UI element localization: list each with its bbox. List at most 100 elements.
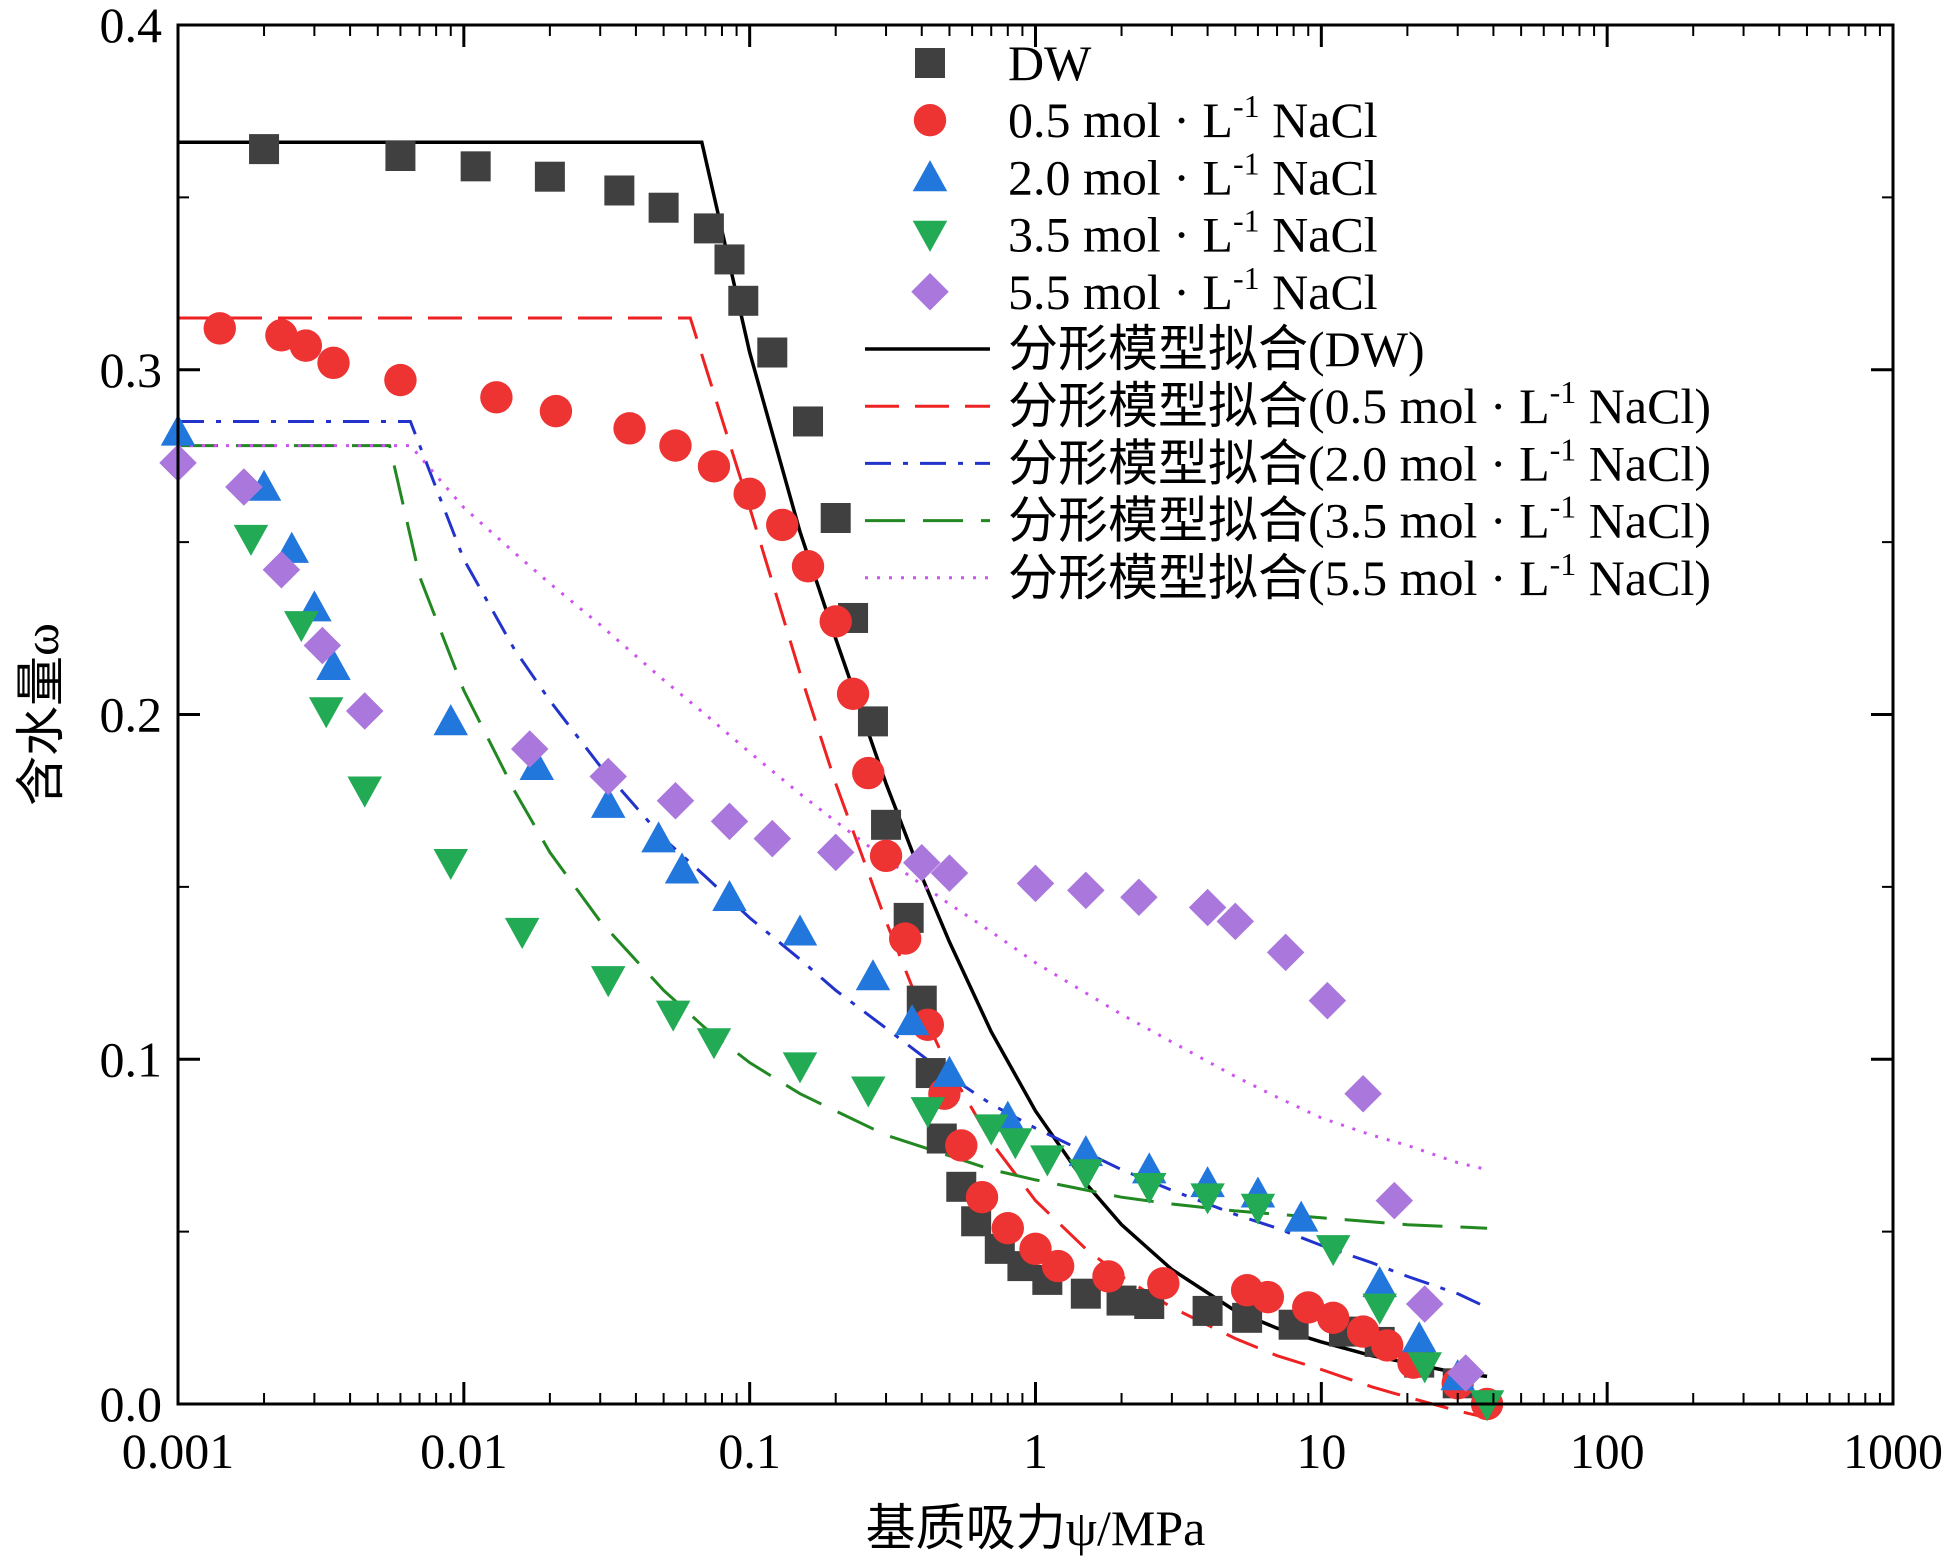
data-point [265, 319, 298, 352]
legend-label: 2.0 mol · L-1 NaCl [1008, 145, 1378, 205]
legend-item: 0.5 mol · L-1 NaCl [913, 88, 1378, 148]
legend-label-sup: -1 [1233, 145, 1260, 181]
legend-label-sup: -1 [1550, 431, 1577, 467]
x-tick-label: 1000 [1843, 1423, 1943, 1479]
data-point [1283, 1200, 1319, 1232]
data-point [1446, 1354, 1485, 1392]
data-point [766, 508, 799, 542]
legend-label-main: 分形模型拟合(3.5 mol · L [1008, 493, 1550, 549]
data-point [998, 1128, 1033, 1160]
legend-label-main: DW [1008, 35, 1092, 91]
data-point [714, 244, 745, 275]
data-point [1068, 1135, 1104, 1167]
data-point [1316, 1301, 1350, 1335]
data-point [1266, 933, 1305, 972]
data-point [871, 809, 902, 840]
data-point [857, 706, 888, 737]
legend-label-main: 分形模型拟合(DW) [1008, 321, 1425, 377]
series-2-points [160, 414, 1475, 1391]
data-point [1344, 1074, 1382, 1113]
legend-label-post: NaCl) [1576, 550, 1711, 606]
data-point [991, 1211, 1024, 1245]
data-point [262, 550, 301, 589]
data-point [317, 346, 350, 380]
data-point [733, 477, 766, 511]
data-point [345, 692, 384, 730]
legend-label-sup: -1 [1550, 546, 1577, 582]
data-point [1147, 1267, 1180, 1300]
legend-label-main: 2.0 mol · L [1008, 149, 1233, 205]
data-point [1067, 871, 1105, 910]
data-point [433, 704, 469, 736]
x-tick-label: 0.1 [718, 1423, 781, 1479]
legend-label-post: NaCl [1260, 264, 1378, 320]
legend-item: 分形模型拟合(2.0 mol · L-1 NaCl) [865, 431, 1711, 491]
legend-label-main: 3.5 mol · L [1008, 207, 1233, 263]
data-point [504, 917, 540, 949]
data-point [851, 1076, 886, 1108]
markers-layer [159, 134, 1505, 1422]
data-point [664, 852, 700, 884]
data-point [852, 756, 885, 790]
legend-label: 0.5 mol · L-1 NaCl [1008, 88, 1378, 148]
data-point [1188, 888, 1227, 927]
data-point [590, 786, 626, 818]
axis-ticks: 0.001 0.01 0.1 1 10 100 1000 0.0 0.1 0.2 0.3 0.4 [100, 0, 1944, 1479]
data-point [433, 848, 469, 880]
x-tick-label: 1 [1023, 1423, 1048, 1479]
y-axis-title: 含水量ω [13, 623, 69, 806]
data-point [693, 213, 724, 244]
legend-label: 分形模型拟合(0.5 mol · L-1 NaCl) [1008, 374, 1711, 434]
legend-label: 分形模型拟合(2.0 mol · L-1 NaCl) [1008, 431, 1711, 491]
legend-label: 3.5 mol · L-1 NaCl [1008, 203, 1378, 263]
data-point [1362, 1266, 1397, 1298]
legend-item: DW [915, 35, 1092, 91]
x-tick-label: 100 [1570, 1423, 1645, 1479]
data-point [820, 502, 851, 533]
legend-label-post: NaCl) [1576, 493, 1711, 549]
data-point [284, 611, 319, 643]
data-point [604, 175, 635, 206]
data-point [289, 329, 323, 362]
legend-marker [913, 104, 947, 137]
data-point [1092, 1260, 1125, 1293]
data-point [782, 1052, 818, 1084]
legend-item: 分形模型拟合(DW) [865, 321, 1425, 377]
data-point [1131, 1173, 1167, 1205]
data-point [1068, 1159, 1104, 1191]
data-point [1375, 1181, 1414, 1220]
legend-marker [912, 220, 948, 252]
data-point [1192, 1295, 1223, 1326]
data-point [1308, 981, 1347, 1020]
data-point [753, 819, 792, 858]
legend-label-post: NaCl) [1576, 435, 1711, 491]
y-tick-label: 0.3 [100, 342, 163, 398]
data-point [1251, 1280, 1285, 1314]
data-point [233, 524, 269, 556]
legend-label: 分形模型拟合(3.5 mol · L-1 NaCl) [1008, 489, 1711, 549]
legend-label-post: NaCl [1260, 92, 1378, 148]
data-point [385, 141, 416, 172]
legend-label: 5.5 mol · L-1 NaCl [1008, 260, 1378, 320]
legend-label: 分形模型拟合(5.5 mol · L-1 NaCl) [1008, 546, 1711, 606]
data-point [1019, 1232, 1052, 1266]
data-point [589, 757, 627, 796]
data-point [203, 312, 236, 345]
x-axis-title: 基质吸力ψ/MPa [866, 1500, 1206, 1556]
legend-marker [915, 48, 945, 78]
legend-label-sup: -1 [1550, 489, 1577, 525]
legend-label-main: 分形模型拟合(2.0 mol · L [1008, 435, 1550, 491]
data-point [1190, 1183, 1225, 1215]
data-point [480, 381, 513, 414]
data-point [1315, 1235, 1351, 1267]
data-point [1041, 1249, 1075, 1283]
data-point [1346, 1315, 1380, 1348]
y-tick-label: 0.0 [100, 1376, 163, 1432]
legend-label-sup: -1 [1233, 88, 1260, 124]
data-point [1216, 902, 1255, 941]
legend-label-main: 分形模型拟合(0.5 mol · L [1008, 378, 1550, 434]
data-point [1469, 1390, 1505, 1422]
data-point [1120, 878, 1158, 916]
data-point [347, 776, 382, 808]
